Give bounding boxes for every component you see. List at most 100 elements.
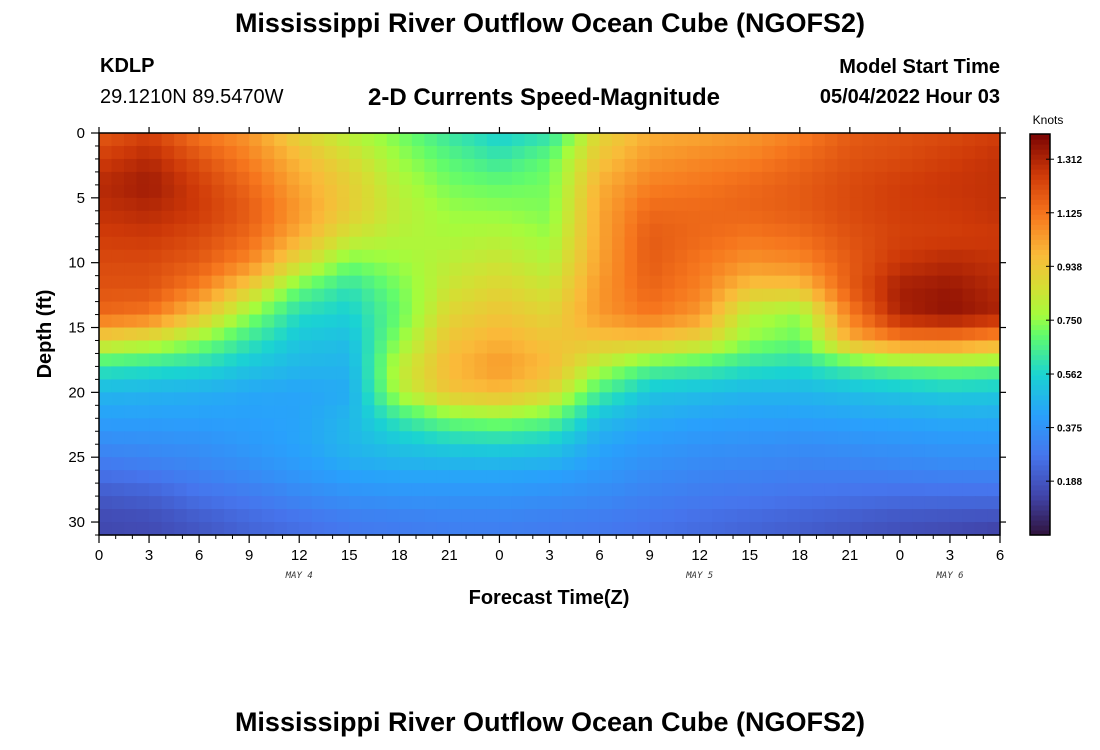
heatmap-cell xyxy=(624,301,638,316)
heatmap-cell xyxy=(536,171,551,186)
heatmap-cell xyxy=(474,483,488,497)
heatmap-cell xyxy=(612,431,626,445)
heatmap-cell xyxy=(987,171,1001,186)
heatmap-cell xyxy=(361,184,375,199)
heatmap-cell xyxy=(987,366,1001,380)
heatmap-cell xyxy=(787,314,801,329)
heatmap-cell xyxy=(962,470,976,484)
heatmap-cell xyxy=(687,366,701,380)
heatmap-cell xyxy=(549,327,563,342)
heatmap-cell xyxy=(274,171,288,186)
heatmap-cell xyxy=(136,353,150,368)
heatmap-cell xyxy=(449,158,463,173)
heatmap-cell xyxy=(399,509,413,523)
heatmap-cell xyxy=(474,509,488,523)
heatmap-cell xyxy=(837,392,851,406)
heatmap-cell xyxy=(349,197,363,212)
heatmap-cell xyxy=(474,379,488,393)
heatmap-cell xyxy=(774,509,788,523)
heatmap-cell xyxy=(924,158,939,173)
colorbar-swatch xyxy=(1030,199,1050,205)
heatmap-cell xyxy=(699,314,713,329)
heatmap-cell xyxy=(324,483,338,497)
heatmap-cell xyxy=(824,275,838,290)
heatmap-cell xyxy=(499,483,513,497)
heatmap-cell xyxy=(386,133,400,147)
heatmap-cell xyxy=(274,366,288,380)
heatmap-cell xyxy=(374,197,388,212)
heatmap-cell xyxy=(787,522,801,536)
heatmap-cell xyxy=(111,171,125,186)
heatmap-cell xyxy=(812,262,826,277)
heatmap-cell xyxy=(562,431,576,445)
heatmap-cell xyxy=(399,353,413,368)
heatmap-cell xyxy=(599,301,613,316)
heatmap-cell xyxy=(649,223,663,238)
heatmap-cell xyxy=(624,158,638,173)
x-tick-label: 3 xyxy=(545,547,553,564)
heatmap-cell xyxy=(949,444,964,458)
heatmap-cell xyxy=(812,249,826,264)
heatmap-cell xyxy=(136,392,150,406)
heatmap-cell xyxy=(461,262,476,277)
heatmap-cell xyxy=(361,327,375,342)
heatmap-cell xyxy=(136,496,150,510)
heatmap-cell xyxy=(199,288,213,303)
heatmap-cell xyxy=(224,249,238,264)
colorbar-swatch xyxy=(1030,144,1050,150)
heatmap-cell xyxy=(224,275,238,290)
heatmap-cell xyxy=(562,236,576,251)
heatmap-cell xyxy=(174,223,188,238)
heatmap-cell xyxy=(299,522,313,536)
heatmap-cell xyxy=(249,171,263,186)
heatmap-cell xyxy=(349,236,363,251)
heatmap-cell xyxy=(787,496,801,510)
heatmap-cell xyxy=(211,457,225,471)
heatmap-cell xyxy=(374,431,388,445)
heatmap-cell xyxy=(687,314,701,329)
heatmap-cell xyxy=(562,392,576,406)
heatmap-cell xyxy=(599,184,613,199)
heatmap-cell xyxy=(974,327,989,342)
heatmap-cell xyxy=(174,353,188,368)
heatmap-cell xyxy=(837,145,851,160)
heatmap-cell xyxy=(674,431,688,445)
heatmap-cell xyxy=(724,509,738,523)
heatmap-cell xyxy=(912,392,926,406)
heatmap-cell xyxy=(687,470,701,484)
heatmap-cell xyxy=(699,197,713,212)
heatmap-cell xyxy=(211,496,225,510)
heatmap-cell xyxy=(787,275,801,290)
heatmap-cell xyxy=(224,210,238,225)
heatmap-cell xyxy=(962,366,976,380)
heatmap-cell xyxy=(211,444,225,458)
heatmap-cell xyxy=(674,509,688,523)
heatmap-cell xyxy=(524,236,538,251)
heatmap-cell xyxy=(887,133,901,147)
heatmap-cell xyxy=(699,275,713,290)
heatmap-cell xyxy=(574,171,588,186)
heatmap-cell xyxy=(361,392,375,406)
heatmap-cell xyxy=(749,418,763,432)
heatmap-cell xyxy=(499,236,513,251)
heatmap-cell xyxy=(924,223,939,238)
heatmap-cell xyxy=(974,223,989,238)
heatmap-cell xyxy=(224,444,238,458)
heatmap-cell xyxy=(712,340,726,355)
heatmap-cell xyxy=(624,366,638,380)
heatmap-cell xyxy=(211,483,225,497)
heatmap-cell xyxy=(899,236,913,251)
heatmap-cell xyxy=(461,223,476,238)
heatmap-cell xyxy=(749,275,763,290)
heatmap-cell xyxy=(612,184,626,199)
heatmap-cell xyxy=(186,184,200,199)
heatmap-cell xyxy=(974,262,989,277)
heatmap-cell xyxy=(236,418,250,432)
heatmap-cell xyxy=(411,171,425,186)
heatmap-cell xyxy=(662,366,676,380)
heatmap-cell xyxy=(99,405,113,419)
heatmap-cell xyxy=(374,275,388,290)
heatmap-cell xyxy=(812,288,826,303)
heatmap-cell xyxy=(662,145,676,160)
heatmap-cell xyxy=(899,431,913,445)
